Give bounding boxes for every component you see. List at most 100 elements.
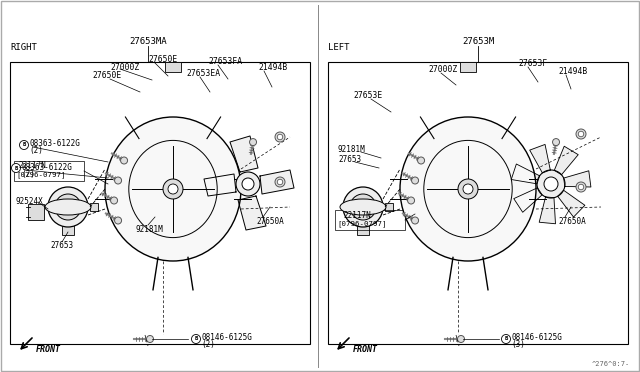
Bar	[28, 204, 44, 220]
Text: 27653M: 27653M	[462, 38, 494, 46]
Circle shape	[120, 157, 127, 164]
Text: 08146-6125G: 08146-6125G	[511, 334, 563, 343]
Circle shape	[277, 134, 283, 140]
Polygon shape	[540, 197, 556, 224]
Circle shape	[236, 172, 260, 196]
Circle shape	[544, 177, 558, 191]
Polygon shape	[530, 144, 550, 173]
Ellipse shape	[400, 117, 536, 261]
Ellipse shape	[129, 140, 217, 238]
Text: 08363-6122G: 08363-6122G	[22, 163, 72, 171]
Polygon shape	[260, 170, 294, 194]
Text: 27653MA: 27653MA	[129, 38, 167, 46]
Circle shape	[242, 178, 254, 190]
Text: 21494B: 21494B	[558, 67, 588, 77]
Text: 27653: 27653	[338, 155, 361, 164]
Bar	[165, 62, 181, 72]
Polygon shape	[554, 146, 578, 175]
Text: RIGHT: RIGHT	[10, 44, 37, 52]
Text: [0796-0797]: [0796-0797]	[337, 221, 387, 227]
Bar	[335, 210, 405, 230]
Circle shape	[275, 132, 285, 142]
Circle shape	[537, 170, 565, 198]
Text: B: B	[22, 142, 26, 148]
Text: B: B	[504, 337, 508, 341]
Circle shape	[412, 217, 419, 224]
Circle shape	[277, 179, 283, 185]
Text: 08363-6122G: 08363-6122G	[29, 140, 81, 148]
Text: 92181M: 92181M	[136, 224, 164, 234]
Circle shape	[55, 194, 81, 220]
Circle shape	[579, 184, 584, 190]
Circle shape	[48, 187, 88, 227]
Bar	[385, 203, 393, 211]
Circle shape	[343, 187, 383, 227]
Text: (2): (2)	[202, 340, 216, 350]
Text: [0796-0797]: [0796-0797]	[16, 171, 65, 179]
Text: FRONT: FRONT	[36, 346, 61, 355]
Circle shape	[463, 184, 473, 194]
Circle shape	[147, 336, 154, 343]
Text: FRONT: FRONT	[353, 346, 378, 355]
Circle shape	[576, 129, 586, 139]
Text: 27000Z: 27000Z	[110, 62, 140, 71]
Circle shape	[458, 179, 478, 199]
Polygon shape	[204, 174, 236, 196]
Circle shape	[579, 131, 584, 137]
Text: LEFT: LEFT	[328, 44, 349, 52]
Circle shape	[412, 177, 419, 184]
Circle shape	[275, 177, 285, 187]
Polygon shape	[564, 171, 591, 187]
Circle shape	[115, 217, 122, 224]
Text: 27000Z: 27000Z	[428, 65, 457, 74]
Text: (3): (3)	[511, 340, 525, 350]
Text: 27653F: 27653F	[518, 60, 547, 68]
Text: ^276^0:7-: ^276^0:7-	[592, 361, 630, 367]
Text: 27650E: 27650E	[92, 71, 121, 80]
Circle shape	[576, 182, 586, 192]
Text: 92181M: 92181M	[338, 144, 365, 154]
Ellipse shape	[340, 199, 386, 215]
Circle shape	[163, 179, 183, 199]
Text: 22117N: 22117N	[343, 211, 371, 219]
Ellipse shape	[45, 199, 91, 215]
Text: 27650A: 27650A	[558, 218, 586, 227]
Circle shape	[191, 334, 200, 343]
Text: 22117N: 22117N	[18, 161, 45, 170]
Text: 27653: 27653	[50, 241, 73, 250]
Text: (2): (2)	[29, 147, 44, 155]
Circle shape	[12, 164, 20, 173]
Polygon shape	[511, 164, 540, 184]
Circle shape	[408, 197, 415, 204]
Text: B: B	[195, 337, 198, 341]
Circle shape	[552, 139, 559, 145]
Bar	[357, 225, 369, 235]
Bar	[460, 62, 476, 72]
Polygon shape	[557, 190, 585, 217]
Text: 08146-6125G: 08146-6125G	[202, 334, 252, 343]
Ellipse shape	[105, 117, 241, 261]
Circle shape	[458, 336, 465, 343]
Circle shape	[115, 177, 122, 184]
Polygon shape	[238, 196, 266, 230]
Circle shape	[111, 197, 118, 204]
Circle shape	[19, 141, 29, 150]
Bar	[10, 62, 310, 344]
Text: 27650A: 27650A	[256, 218, 284, 227]
Bar	[62, 225, 74, 235]
Circle shape	[417, 157, 424, 164]
Circle shape	[168, 184, 178, 194]
Circle shape	[250, 139, 257, 145]
Circle shape	[502, 334, 511, 343]
Circle shape	[62, 201, 74, 213]
Text: B: B	[14, 166, 18, 170]
Text: 27653EA: 27653EA	[186, 70, 220, 78]
Circle shape	[350, 194, 376, 220]
Text: 21494B: 21494B	[258, 64, 287, 73]
Polygon shape	[230, 136, 258, 172]
Circle shape	[357, 201, 369, 213]
Ellipse shape	[424, 140, 512, 238]
Polygon shape	[514, 188, 542, 212]
Bar	[14, 161, 84, 181]
Text: 27653E: 27653E	[353, 92, 382, 100]
